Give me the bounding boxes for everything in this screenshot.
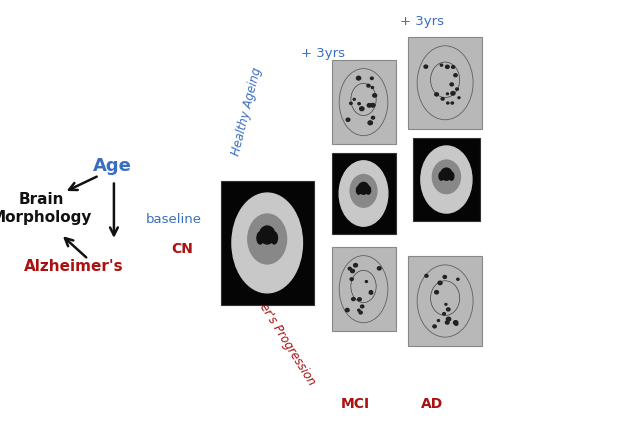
- Ellipse shape: [451, 92, 455, 95]
- Ellipse shape: [371, 77, 373, 80]
- Ellipse shape: [371, 104, 375, 107]
- Ellipse shape: [438, 281, 442, 285]
- Ellipse shape: [447, 102, 449, 104]
- Ellipse shape: [359, 311, 362, 314]
- Ellipse shape: [433, 325, 436, 328]
- Ellipse shape: [378, 267, 381, 270]
- Ellipse shape: [353, 264, 358, 267]
- Ellipse shape: [353, 98, 355, 100]
- Ellipse shape: [433, 160, 460, 194]
- Text: Alzheimer's Progression: Alzheimer's Progression: [232, 261, 318, 388]
- Ellipse shape: [248, 214, 287, 264]
- Ellipse shape: [454, 322, 458, 325]
- Ellipse shape: [366, 186, 371, 194]
- Ellipse shape: [367, 104, 371, 107]
- Ellipse shape: [449, 172, 454, 180]
- Ellipse shape: [358, 182, 369, 194]
- Ellipse shape: [346, 308, 349, 312]
- Ellipse shape: [346, 118, 350, 121]
- Ellipse shape: [440, 64, 443, 66]
- Ellipse shape: [457, 278, 459, 280]
- Ellipse shape: [435, 93, 438, 96]
- Text: Alzheimer's: Alzheimer's: [24, 259, 124, 274]
- Ellipse shape: [454, 321, 458, 324]
- Ellipse shape: [424, 65, 428, 68]
- Bar: [332, 247, 396, 331]
- Bar: [408, 37, 482, 129]
- Bar: [332, 60, 396, 144]
- Ellipse shape: [451, 102, 454, 104]
- Bar: [221, 181, 314, 305]
- Ellipse shape: [232, 193, 303, 293]
- Ellipse shape: [358, 298, 361, 301]
- Ellipse shape: [367, 84, 370, 87]
- Ellipse shape: [435, 291, 438, 294]
- Ellipse shape: [445, 304, 447, 305]
- Ellipse shape: [257, 232, 263, 244]
- Bar: [413, 138, 480, 221]
- Ellipse shape: [369, 291, 372, 293]
- Text: + 3yrs: + 3yrs: [401, 15, 444, 28]
- Ellipse shape: [356, 186, 361, 194]
- Ellipse shape: [458, 97, 460, 98]
- Text: Brain
Morphology: Brain Morphology: [0, 192, 92, 225]
- Text: MCI: MCI: [340, 397, 370, 411]
- Ellipse shape: [371, 86, 374, 89]
- Bar: [408, 256, 482, 346]
- Ellipse shape: [443, 313, 445, 315]
- Ellipse shape: [421, 146, 472, 213]
- Ellipse shape: [456, 88, 458, 90]
- Ellipse shape: [450, 83, 453, 86]
- Ellipse shape: [351, 269, 355, 273]
- Ellipse shape: [339, 161, 388, 226]
- Ellipse shape: [350, 175, 377, 207]
- Text: AD: AD: [421, 397, 443, 411]
- Ellipse shape: [349, 102, 352, 104]
- Ellipse shape: [365, 281, 367, 283]
- Ellipse shape: [368, 121, 372, 125]
- Ellipse shape: [371, 117, 374, 119]
- Ellipse shape: [447, 93, 449, 95]
- Text: + 3yrs: + 3yrs: [301, 47, 345, 60]
- Ellipse shape: [372, 94, 376, 97]
- Ellipse shape: [447, 308, 450, 311]
- Ellipse shape: [452, 66, 454, 68]
- Ellipse shape: [348, 267, 351, 270]
- Ellipse shape: [356, 76, 361, 80]
- Ellipse shape: [358, 309, 360, 311]
- Ellipse shape: [441, 168, 452, 180]
- Ellipse shape: [369, 291, 372, 294]
- Ellipse shape: [358, 103, 360, 105]
- Ellipse shape: [441, 98, 444, 100]
- Ellipse shape: [439, 172, 444, 180]
- Ellipse shape: [437, 319, 440, 322]
- Ellipse shape: [350, 278, 353, 280]
- Ellipse shape: [443, 276, 447, 279]
- Text: Age: Age: [93, 157, 131, 175]
- Ellipse shape: [352, 298, 355, 301]
- Bar: [332, 153, 396, 234]
- Ellipse shape: [425, 274, 428, 277]
- Text: CN: CN: [172, 243, 193, 256]
- Ellipse shape: [445, 65, 449, 68]
- Ellipse shape: [447, 317, 451, 321]
- Ellipse shape: [454, 74, 457, 77]
- Ellipse shape: [360, 305, 364, 308]
- Ellipse shape: [360, 107, 364, 111]
- Ellipse shape: [259, 226, 275, 244]
- Text: baseline: baseline: [146, 213, 202, 226]
- Ellipse shape: [271, 232, 277, 244]
- Ellipse shape: [445, 321, 449, 324]
- Text: Healthy Ageing: Healthy Ageing: [229, 66, 264, 157]
